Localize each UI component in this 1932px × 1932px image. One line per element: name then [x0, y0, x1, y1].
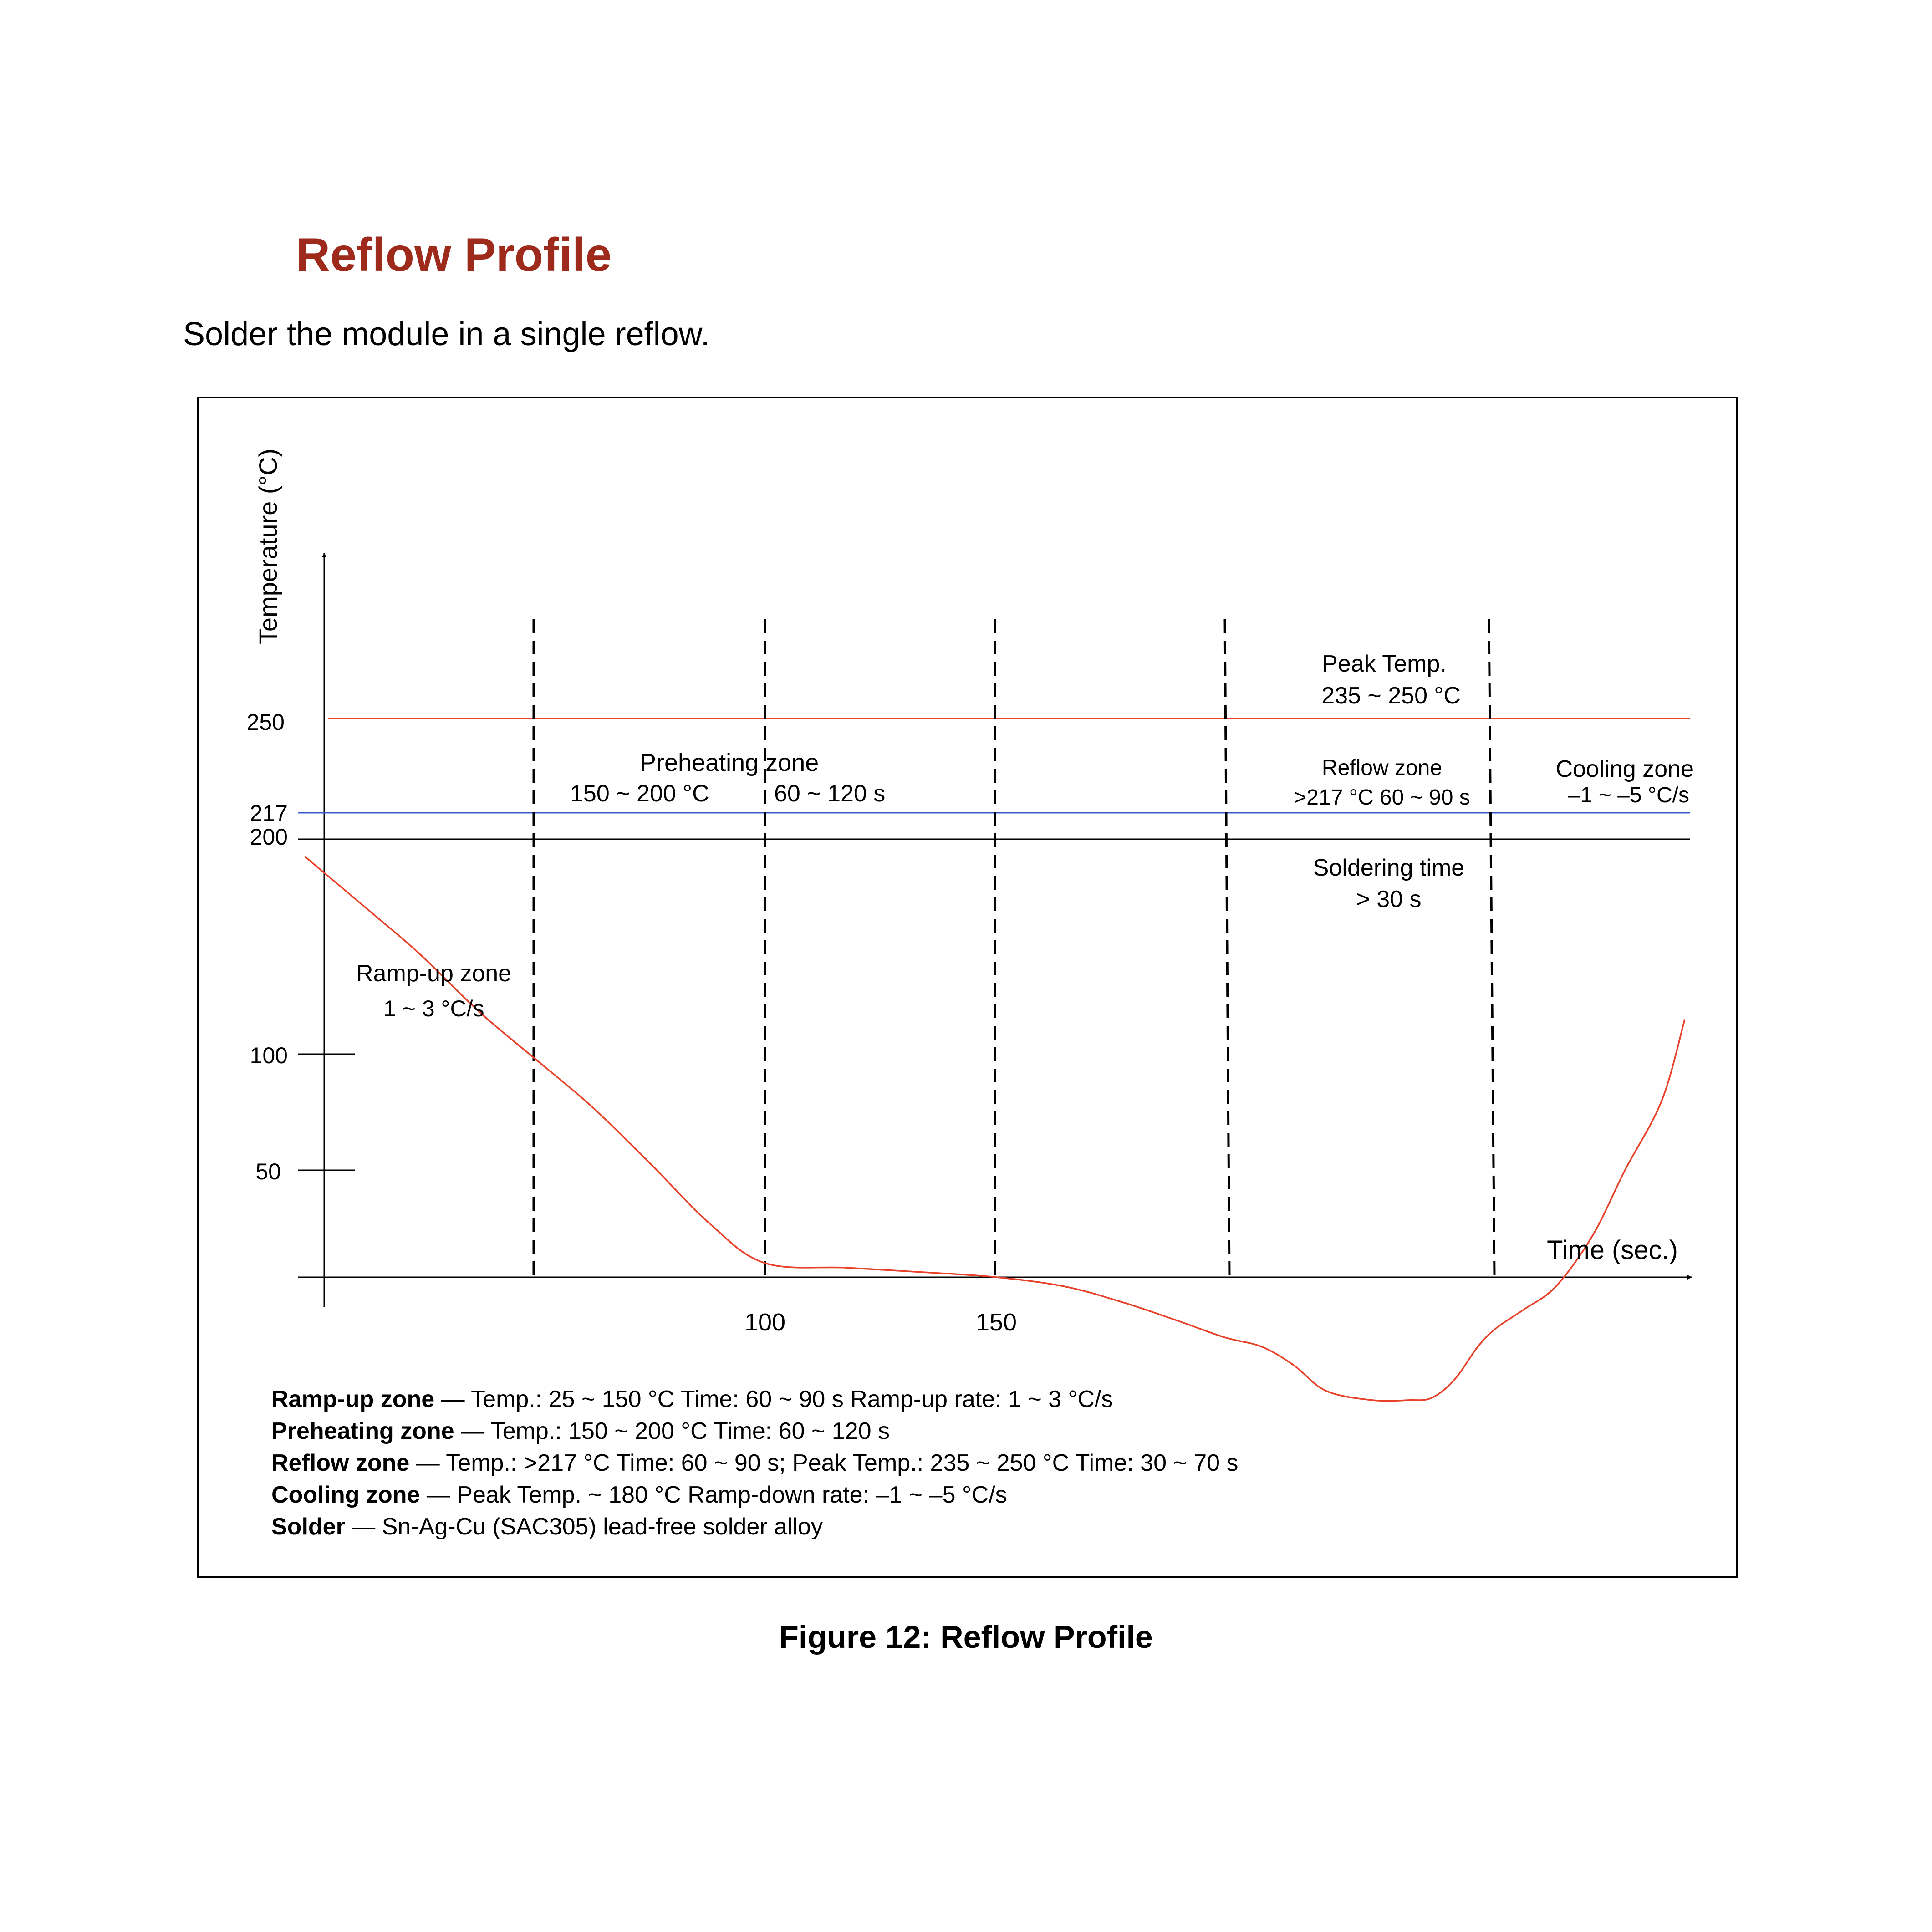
note-cooling: Cooling zone — Peak Temp. ~ 180 °C Ramp-…: [271, 1482, 1007, 1508]
zone-boundaries: [532, 619, 1496, 1275]
figure-frame: [197, 397, 1738, 1578]
rampup-zone-title: Ramp-up zone: [356, 960, 511, 987]
preheat-zone-title: Preheating zone: [640, 749, 819, 776]
reflow-zone-title: Reflow zone: [1322, 756, 1442, 780]
y-tick-label-217: 217: [250, 800, 288, 826]
zone-boundary-5: [1488, 619, 1496, 1275]
cooling-zone-rate: –1 ~ –5 °C/s: [1568, 783, 1689, 807]
note-solder: Solder — Sn-Ag-Cu (SAC305) lead-free sol…: [271, 1514, 823, 1540]
reflow-zone-detail: >217 °C 60 ~ 90 s: [1294, 785, 1470, 810]
cooling-zone-title: Cooling zone: [1555, 756, 1694, 782]
y-tick-label-250: 250: [247, 709, 285, 735]
soldering-time-title: Soldering time: [1313, 855, 1464, 881]
note-rampup: Ramp-up zone — Temp.: 25 ~ 150 °C Time: …: [271, 1386, 1113, 1412]
x-tick-label-100: 100: [744, 1309, 785, 1336]
preheat-zone-temp: 150 ~ 200 °C: [570, 780, 709, 807]
peak-temp-title: Peak Temp.: [1322, 651, 1447, 677]
note-preheat: Preheating zone — Temp.: 150 ~ 200 °C Ti…: [271, 1418, 890, 1444]
x-tick-label-150: 150: [976, 1309, 1017, 1336]
intro-text: Solder the module in a single reflow.: [183, 316, 710, 352]
peak-temp-range: 235 ~ 250 °C: [1321, 683, 1461, 709]
temperature-curve-line: [304, 856, 1686, 1402]
zone-notes: Ramp-up zone — Temp.: 25 ~ 150 °C Time: …: [271, 1386, 1239, 1540]
y-tick-label-200: 200: [250, 824, 288, 850]
y-tick-label-50: 50: [255, 1159, 281, 1184]
x-axis-label: Time (sec.): [1547, 1235, 1678, 1265]
note-reflow: Reflow zone — Temp.: >217 °C Time: 60 ~ …: [271, 1450, 1239, 1476]
soldering-time-value: > 30 s: [1356, 886, 1421, 912]
zone-boundary-4: [1223, 619, 1231, 1275]
rampup-zone-rate: 1 ~ 3 °C/s: [383, 996, 484, 1021]
page-heading: Reflow Profile: [296, 229, 612, 281]
y-axis-label: Temperature (°C): [254, 449, 282, 644]
preheat-zone-time: 60 ~ 120 s: [774, 780, 885, 807]
y-tick-label-100: 100: [250, 1043, 288, 1068]
figure-caption: Figure 12: Reflow Profile: [779, 1619, 1153, 1655]
